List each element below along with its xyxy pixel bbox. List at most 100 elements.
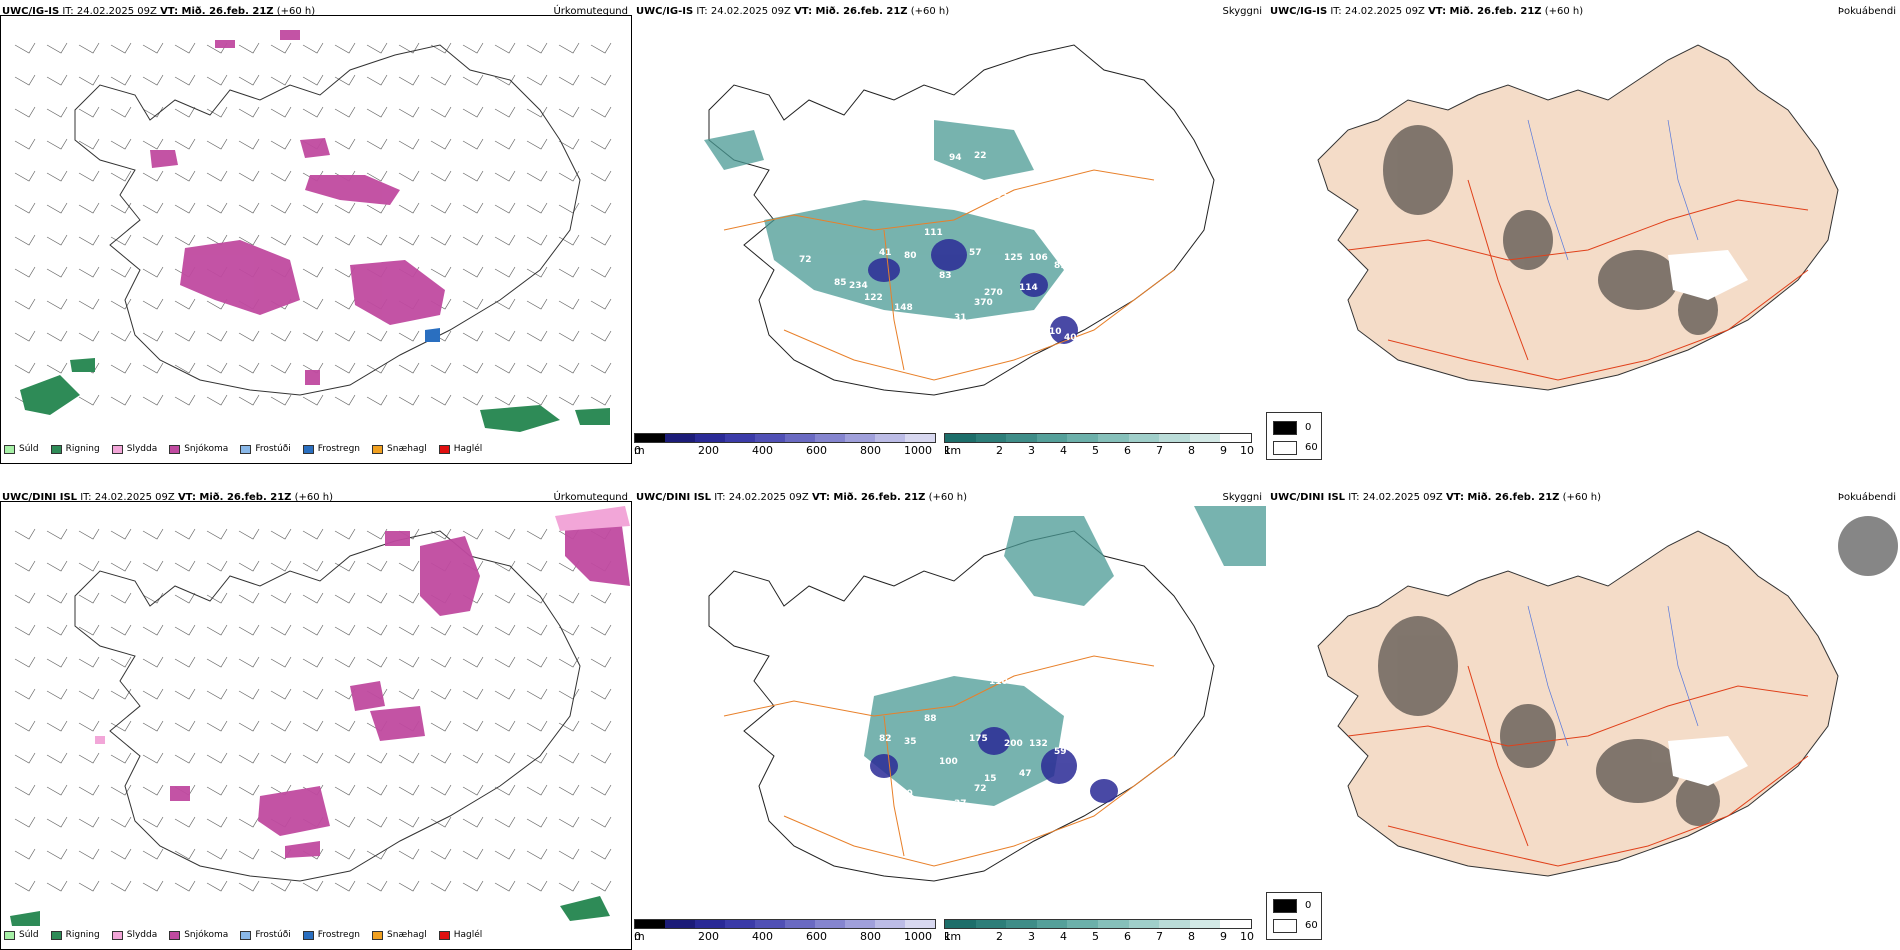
swatch — [302, 930, 314, 940]
wind-barb — [526, 234, 548, 246]
legend-item-sudl: Súld — [4, 930, 39, 940]
wind-barb — [462, 848, 484, 860]
wind-barb — [46, 752, 68, 764]
wind-barb — [366, 42, 388, 54]
wind-barb — [238, 234, 260, 246]
wind-barb — [14, 106, 36, 118]
panel-precip-type-ig: UWC/IG-IS IT: 24.02.2025 09Z VT: Mið. 26… — [0, 0, 632, 464]
wind-barb — [206, 528, 228, 540]
wind-barb — [558, 784, 580, 796]
legend-item-rigning: Rigning — [50, 444, 100, 454]
freezing-rain-areas — [425, 328, 440, 342]
glacier-areas — [1668, 736, 1748, 786]
wind-barb — [590, 138, 612, 150]
wind-barb — [270, 42, 292, 54]
fog-map — [1317, 516, 1898, 877]
wind-barb — [14, 42, 36, 54]
visibility-value-label: 33 — [934, 657, 947, 667]
wind-barb — [558, 816, 580, 828]
wind-barb — [142, 74, 164, 86]
wind-barb — [206, 816, 228, 828]
colorbar-segment — [945, 434, 976, 442]
wind-barb — [142, 202, 164, 214]
wind-barb — [174, 298, 196, 310]
swatch — [438, 444, 450, 454]
wind-barb — [462, 266, 484, 278]
wind-barb — [174, 170, 196, 182]
legend-item-haglel: Haglél — [438, 444, 482, 454]
visibility-value-label: 47 — [1019, 769, 1032, 779]
panel-fog-dini: UWC/DINI ISL IT: 24.02.2025 09Z VT: Mið.… — [1268, 486, 1900, 950]
visibility-value-label: 6 — [934, 353, 940, 363]
colorbar-segment — [905, 920, 935, 928]
wind-barb — [398, 624, 420, 636]
wind-barb — [366, 528, 388, 540]
wind-barb — [46, 266, 68, 278]
wind-barb — [238, 656, 260, 668]
swatch — [50, 930, 62, 940]
wind-barb — [110, 848, 132, 860]
visibility-colorbar — [944, 433, 1252, 443]
wind-barb — [46, 848, 68, 860]
wind-barb — [526, 202, 548, 214]
swatch — [111, 444, 123, 454]
wind-barb — [78, 560, 100, 572]
wind-barb — [366, 784, 388, 796]
fog-legend-low: 60 — [1305, 920, 1318, 931]
wind-barb — [14, 330, 36, 342]
wind-barb — [430, 138, 452, 150]
panel-title: Skyggni — [1222, 6, 1262, 17]
legend-item-snaehagl: Snæhagl — [372, 444, 427, 454]
wind-barb — [78, 848, 100, 860]
wind-barb — [142, 394, 164, 406]
wind-barb — [366, 106, 388, 118]
wind-barb — [206, 688, 228, 700]
wind-barb — [46, 656, 68, 668]
wind-barb — [526, 752, 548, 764]
wind-barb — [526, 656, 548, 668]
colorbar-segment — [695, 434, 725, 442]
iceland-outline — [708, 530, 1215, 882]
wind-barb — [494, 816, 516, 828]
wind-barb — [430, 170, 452, 182]
wind-barb — [334, 848, 356, 860]
legend-item-snjokoma: Snjókoma — [169, 444, 228, 454]
colorbar-segment — [755, 434, 785, 442]
wind-barb — [430, 752, 452, 764]
wind-barb — [398, 330, 420, 342]
colorbar-segment — [875, 920, 905, 928]
wind-barb — [14, 528, 36, 540]
wind-barb — [14, 880, 36, 892]
wind-barb — [78, 394, 100, 406]
wind-barb — [78, 266, 100, 278]
wind-barb — [462, 656, 484, 668]
visibility-value-label: 37 — [954, 799, 967, 809]
wind-barb — [558, 880, 580, 892]
wind-barb — [14, 560, 36, 572]
visibility-areas — [864, 506, 1266, 806]
wind-barb — [494, 720, 516, 732]
road-network — [1347, 179, 1809, 381]
wind-barb — [334, 784, 356, 796]
visibility-value-label: 82 — [879, 734, 892, 744]
wind-barb — [590, 720, 612, 732]
wind-barb — [46, 106, 68, 118]
visibility-value-label: 193 — [1024, 315, 1043, 325]
wind-barb — [270, 688, 292, 700]
wind-barbs — [14, 528, 612, 892]
wind-barb — [494, 688, 516, 700]
wind-barb — [46, 784, 68, 796]
wind-barb — [46, 330, 68, 342]
wind-barb — [494, 42, 516, 54]
wind-barb — [238, 202, 260, 214]
colorbar-segment — [1067, 434, 1098, 442]
colorbar-segment — [1036, 434, 1068, 442]
wind-barb — [110, 74, 132, 86]
wind-barb — [270, 74, 292, 86]
wind-barb — [462, 74, 484, 86]
wind-barb — [110, 752, 132, 764]
wind-barb — [334, 106, 356, 118]
wind-barb — [14, 362, 36, 374]
wind-barb — [526, 362, 548, 374]
wind-barb — [462, 202, 484, 214]
